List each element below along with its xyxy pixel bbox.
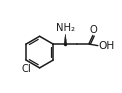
Text: OH: OH [98, 41, 114, 51]
Polygon shape [64, 34, 67, 44]
Text: Cl: Cl [21, 64, 31, 74]
Text: NH₂: NH₂ [56, 23, 75, 33]
Text: O: O [90, 25, 97, 35]
